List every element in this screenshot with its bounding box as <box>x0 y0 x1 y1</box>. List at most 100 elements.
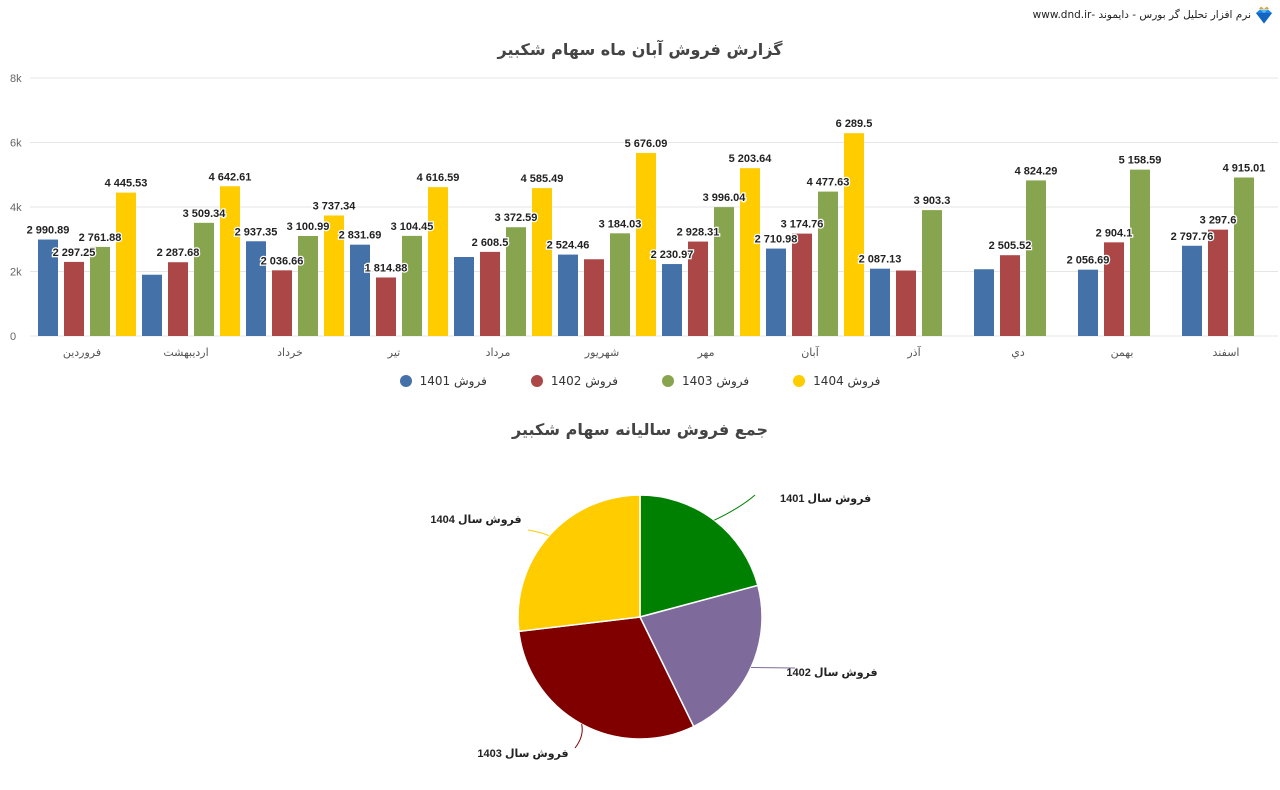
bar-chart-legend: فروش 1401 فروش 1402 فروش 1403 فروش 1404 <box>0 374 1280 388</box>
pie-slice[interactable] <box>518 616 695 740</box>
bar[interactable] <box>1182 245 1202 336</box>
data-label: 2 710.98 <box>755 234 798 246</box>
bar[interactable] <box>298 235 318 336</box>
data-label: 6 289.5 <box>836 118 873 130</box>
bar[interactable] <box>402 235 422 336</box>
bar[interactable] <box>662 264 682 336</box>
legend-dot-icon <box>399 375 412 387</box>
pie-slice[interactable] <box>638 584 763 728</box>
x-category-label: شهریور <box>584 347 619 359</box>
bar[interactable] <box>506 227 526 336</box>
data-label: 5 158.59 <box>1119 155 1162 167</box>
brand-header: نرم افزار تحلیل گر بورس - دایموند -www.d… <box>1033 5 1274 25</box>
legend-item-1404[interactable]: فروش 1404 <box>793 374 880 388</box>
x-category-label: خرداد <box>277 347 303 359</box>
bar[interactable] <box>1078 269 1098 336</box>
legend-dot-icon <box>793 375 806 387</box>
y-tick-label: 6k <box>10 138 22 150</box>
bar[interactable] <box>766 248 786 336</box>
pie-slice[interactable] <box>639 494 759 618</box>
x-category-label: اسفند <box>1213 347 1240 359</box>
bar[interactable] <box>428 187 448 336</box>
legend-label: فروش 1403 <box>682 374 750 388</box>
data-label: 2 287.68 <box>157 247 200 259</box>
data-label: 2 230.97 <box>651 249 694 261</box>
bar[interactable] <box>714 207 734 336</box>
data-label: 4 824.29 <box>1015 165 1058 177</box>
data-label: 1 814.88 <box>365 262 408 274</box>
brand-text: نرم افزار تحلیل گر بورس - دایموند -www.d… <box>1032 9 1251 21</box>
bar[interactable] <box>454 256 474 336</box>
bar[interactable] <box>38 239 58 336</box>
y-tick-label: 8k <box>10 73 22 85</box>
bar[interactable] <box>194 222 214 336</box>
bar[interactable] <box>350 244 370 336</box>
bar[interactable] <box>1208 229 1228 336</box>
data-label: 2 608.5 <box>472 237 509 249</box>
data-label: 2 761.88 <box>79 232 122 244</box>
data-label: 3 903.3 <box>914 195 951 207</box>
x-category-label: دي <box>1011 347 1025 359</box>
legend-item-1401[interactable]: فروش 1401 <box>399 374 487 388</box>
bar[interactable] <box>1104 242 1124 336</box>
y-tick-label: 2k <box>10 267 22 279</box>
data-label: 2 087.13 <box>859 254 902 266</box>
bar[interactable] <box>480 251 500 336</box>
bar[interactable] <box>610 233 630 336</box>
bar[interactable] <box>1234 177 1254 336</box>
bar[interactable] <box>246 241 266 336</box>
legend-label: فروش 1402 <box>550 374 618 388</box>
legend-label: فروش 1404 <box>813 374 881 388</box>
pie-leader-line <box>574 724 583 749</box>
bar[interactable] <box>324 215 344 336</box>
bar[interactable] <box>532 188 552 336</box>
pie-slice[interactable] <box>517 494 641 633</box>
bar[interactable] <box>818 191 838 336</box>
x-category-label: بهمن <box>1111 347 1134 359</box>
bar[interactable] <box>64 261 84 336</box>
bar[interactable] <box>688 241 708 336</box>
data-label: 4 445.53 <box>105 178 148 190</box>
data-label: 3 184.03 <box>599 218 642 230</box>
bar[interactable] <box>584 259 604 336</box>
data-label: 3 509.34 <box>183 208 227 220</box>
data-label: 2 505.52 <box>989 240 1032 252</box>
bar[interactable] <box>168 262 188 336</box>
bar[interactable] <box>558 254 578 336</box>
bar[interactable] <box>116 192 136 336</box>
bar[interactable] <box>974 269 994 336</box>
legend-item-1403[interactable]: فروش 1403 <box>662 374 749 388</box>
bar[interactable] <box>1026 180 1046 336</box>
x-category-label: مهر <box>696 347 714 359</box>
bar[interactable] <box>844 133 864 336</box>
data-label: 4 616.59 <box>417 172 460 184</box>
bar[interactable] <box>220 186 240 336</box>
x-category-label: مرداد <box>486 347 511 359</box>
bar-chart-title: گزارش فروش آبان ماه سهام شکبیر <box>497 40 783 59</box>
bar[interactable] <box>792 233 812 336</box>
data-label: 3 297.6 <box>1200 215 1237 227</box>
bar[interactable] <box>376 277 396 336</box>
pie-label: فروش سال 1401 <box>780 493 871 505</box>
bar[interactable] <box>142 274 162 336</box>
pie-label: فروش سال 1404 <box>430 514 521 526</box>
bar[interactable] <box>1000 255 1020 336</box>
y-tick-label: 0 <box>10 331 16 343</box>
bar[interactable] <box>1130 169 1150 336</box>
bar[interactable] <box>870 268 890 336</box>
pie-chart: فروش سال 1401 فروش سال 1402 فروش سال 1403 ف… <box>430 493 877 760</box>
legend-label: فروش 1401 <box>419 374 487 388</box>
data-label: 2 831.69 <box>339 230 382 242</box>
bar[interactable] <box>922 210 942 336</box>
bar[interactable] <box>636 152 656 336</box>
bar[interactable] <box>90 246 110 336</box>
bar[interactable] <box>896 270 916 336</box>
bar[interactable] <box>740 168 760 336</box>
x-category-label: فروردین <box>63 347 101 359</box>
data-label: 2 928.31 <box>677 227 720 239</box>
legend-item-1402[interactable]: فروش 1402 <box>530 374 618 388</box>
data-label: 4 477.63 <box>807 177 850 189</box>
legend-dot-icon <box>662 375 674 387</box>
bar[interactable] <box>272 270 292 336</box>
data-label: 3 104.45 <box>391 221 434 233</box>
